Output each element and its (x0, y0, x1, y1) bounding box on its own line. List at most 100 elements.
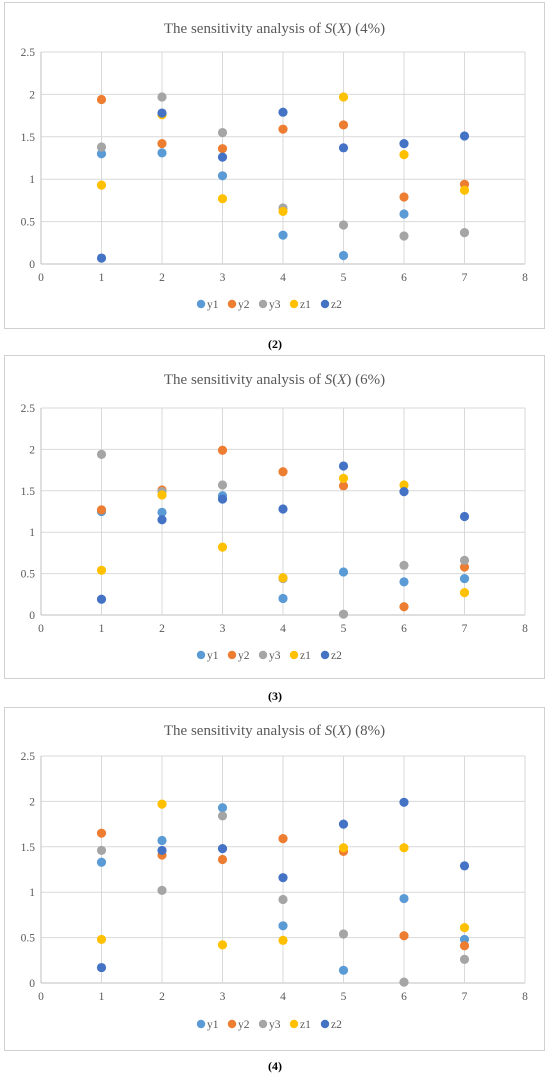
point-y1 (338, 965, 349, 975)
legend-marker-y1 (196, 299, 206, 309)
point-z1 (96, 180, 107, 190)
legend-marker-y2 (227, 1019, 237, 1029)
x-tick-label: 2 (159, 623, 165, 635)
point-y2 (338, 481, 349, 491)
x-tick-label: 6 (401, 991, 407, 1003)
y-tick-label: 2.5 (21, 47, 36, 59)
point-y2 (157, 138, 167, 149)
point-z1 (96, 934, 107, 945)
point-y1 (399, 209, 409, 219)
point-z1 (278, 935, 288, 945)
y-tick-label: 1 (29, 527, 35, 539)
point-z2 (217, 494, 228, 504)
point-y2 (338, 120, 349, 130)
point-z2 (217, 844, 228, 854)
y-tick-label: 0.5 (21, 569, 36, 581)
point-y2 (459, 562, 470, 572)
x-tick-label: 0 (38, 623, 44, 635)
legend-label-z2: z2 (331, 299, 342, 311)
point-z1 (157, 490, 167, 500)
point-z2 (278, 504, 288, 514)
legend-marker-y2 (227, 650, 237, 660)
point-y1 (96, 149, 107, 159)
point-y3 (459, 954, 470, 964)
point-y3 (96, 449, 107, 459)
point-y1 (399, 893, 409, 904)
point-y2 (278, 124, 288, 134)
point-y2 (399, 602, 409, 612)
legend-marker-z1 (289, 650, 299, 660)
x-tick-label: 6 (401, 272, 407, 284)
legend-label-y3: y3 (269, 650, 281, 662)
x-tick-label: 3 (220, 991, 226, 1003)
legend-label-y1: y1 (207, 299, 219, 311)
chart-title: The sensitivity analysis of S(X) (4%) (164, 21, 385, 37)
x-tick-label: 0 (38, 272, 44, 284)
point-z1 (278, 206, 288, 217)
y-tick-label: 2 (29, 89, 35, 101)
y-tick-label: 0.5 (21, 217, 36, 229)
point-y3 (157, 92, 167, 102)
point-z2 (338, 819, 349, 829)
chart-title: The sensitivity analysis of S(X) (6%) (164, 372, 385, 388)
point-y2 (96, 505, 107, 515)
point-y1 (338, 250, 349, 261)
point-y3 (217, 480, 228, 490)
legend-label-y2: y2 (238, 1019, 250, 1031)
scatter-chart-6pct: The sensitivity analysis of S(X) (6%) 0 0.… (21, 372, 529, 662)
point-z1 (278, 573, 288, 583)
x-tick-label: 7 (462, 623, 468, 635)
x-tick-label: 6 (401, 623, 407, 635)
legend-marker-y1 (196, 650, 206, 660)
chart-panel-1: The sensitivity analysis of S(X) (4%) 0 0.… (4, 2, 545, 329)
legend-marker-y2 (227, 299, 237, 309)
x-tick-label: 8 (522, 272, 528, 284)
point-y2 (459, 941, 470, 951)
point-y1 (217, 803, 228, 813)
point-z2 (459, 131, 470, 141)
chart-caption-1: (2) (268, 337, 282, 351)
point-y2 (96, 828, 107, 838)
point-z2 (157, 515, 167, 525)
point-y3 (96, 142, 107, 152)
point-z1 (338, 843, 349, 853)
point-z2 (338, 143, 349, 153)
point-z1 (217, 194, 228, 204)
y-tick-label: 0 (29, 610, 35, 622)
y-tick-label: 1.5 (21, 132, 36, 144)
x-tick-label: 5 (341, 272, 347, 284)
legend-label-z1: z1 (300, 650, 311, 662)
point-z1 (459, 588, 470, 598)
point-y1 (278, 230, 288, 240)
point-y3 (459, 555, 470, 565)
chart-caption-3: (4) (268, 1059, 282, 1073)
legend-marker-z2 (320, 1019, 330, 1029)
point-z2 (459, 511, 470, 522)
legend-label-y2: y2 (238, 299, 250, 311)
legend-marker-z2 (320, 650, 330, 660)
x-tick-label: 1 (99, 623, 105, 635)
point-y3 (399, 977, 409, 987)
chart-caption-2: (3) (268, 689, 282, 703)
y-tick-label: 0 (29, 978, 35, 990)
point-z1 (459, 185, 470, 195)
point-y1 (278, 593, 288, 604)
chart-title: The sensitivity analysis of S(X) (8%) (164, 723, 385, 739)
point-z2 (157, 845, 167, 856)
x-tick-label: 2 (159, 991, 165, 1003)
x-tick-label: 4 (280, 991, 286, 1003)
y-tick-label: 1 (29, 887, 35, 899)
point-y3 (399, 560, 409, 570)
point-y1 (157, 148, 167, 158)
y-tick-label: 1 (29, 174, 35, 186)
point-y1 (459, 934, 470, 945)
point-y3 (217, 127, 228, 138)
x-tick-label: 3 (220, 623, 226, 635)
point-z1 (338, 92, 349, 102)
point-y1 (399, 577, 409, 587)
point-y2 (217, 144, 228, 154)
point-z2 (278, 107, 288, 117)
point-y1 (157, 835, 167, 846)
scatter-chart-4pct: The sensitivity analysis of S(X) (4%) 0 0.… (21, 21, 529, 311)
point-y1 (96, 857, 107, 867)
